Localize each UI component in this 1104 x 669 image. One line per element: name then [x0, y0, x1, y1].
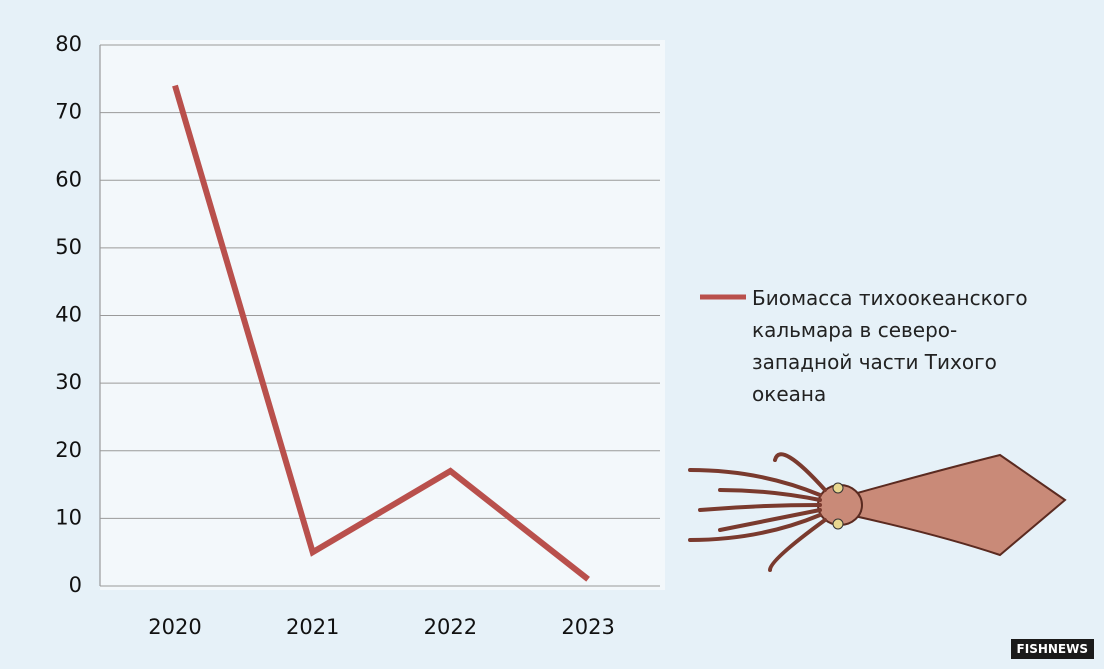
x-tick-label: 2022	[424, 615, 477, 639]
y-tick-label: 50	[55, 235, 82, 259]
y-tick-label: 0	[69, 573, 82, 597]
data-line	[172, 84, 590, 582]
y-tick-label: 60	[55, 167, 82, 191]
y-tick-label: 80	[55, 32, 82, 56]
x-tick-label: 2023	[561, 615, 614, 639]
logo: FISHNEWS	[1010, 639, 1094, 659]
y-tick-label: 10	[55, 505, 82, 529]
y-tick-label: 20	[55, 438, 82, 462]
squid	[688, 452, 1067, 572]
y-tick-label: 40	[55, 303, 82, 327]
y-tick-label: 70	[55, 100, 82, 124]
y-tick-label: 30	[55, 370, 82, 394]
x-tick-label: 2021	[286, 615, 339, 639]
legend-label: Биомасса тихоокеанского кальмара в север…	[752, 286, 1028, 406]
x-tick-label: 2020	[148, 615, 201, 639]
